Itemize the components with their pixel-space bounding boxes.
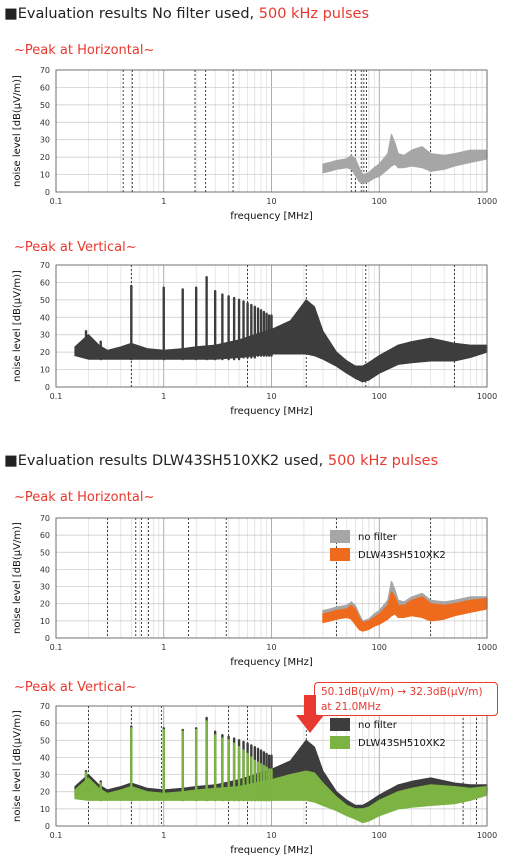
y-tick-label: 40 — [40, 565, 50, 574]
y-tick-label: 30 — [40, 583, 50, 592]
y-tick-label: 60 — [40, 278, 50, 287]
x-tick-label: 10 — [266, 831, 276, 840]
plot-frame — [55, 264, 488, 388]
x-axis-label: frequency [MHz] — [230, 845, 313, 856]
x-tick-label: 100 — [372, 197, 387, 206]
y-axis-label: noise level [dB(μV/m)] — [12, 710, 23, 822]
x-tick-label: 10 — [266, 643, 276, 652]
legend-swatch — [330, 736, 350, 749]
x-tick-label: 1 — [161, 392, 166, 401]
section-title-highlight: 500 kHz pulses — [258, 6, 370, 22]
x-axis-label: frequency [MHz] — [230, 211, 313, 222]
annotation-line-1: 50.1dB(μV/m) → 32.3dB(μV/m) — [321, 686, 483, 698]
x-tick-label: 100 — [372, 831, 387, 840]
y-axis-label: noise level [dB(μV/m)] — [12, 75, 23, 187]
x-tick-label: 1000 — [477, 392, 497, 401]
y-tick-label: 10 — [40, 805, 50, 814]
x-tick-label: 1000 — [477, 643, 497, 652]
y-tick-label: 40 — [40, 118, 50, 127]
y-tick-label: 30 — [40, 771, 50, 780]
series-band — [322, 133, 488, 184]
y-tick-label: 60 — [40, 531, 50, 540]
legend-label: DLW43SH510XK2 — [358, 550, 446, 561]
y-tick-label: 0 — [45, 822, 50, 831]
plot-frame — [55, 705, 488, 827]
y-tick-label: 40 — [40, 753, 50, 762]
chart-subtitle-vertical-2: ~Peak at Vertical~ — [14, 680, 137, 695]
x-tick-label: 10 — [266, 392, 276, 401]
legend-label: no filter — [358, 720, 398, 731]
section-title-prefix: ■Evaluation results No filter used, — [4, 6, 259, 22]
x-tick-label: 1000 — [477, 831, 497, 840]
y-tick-label: 10 — [40, 171, 50, 180]
y-tick-label: 0 — [45, 383, 50, 392]
x-tick-label: 0.1 — [50, 392, 63, 401]
y-tick-label: 50 — [40, 736, 50, 745]
plot-frame — [55, 517, 488, 639]
y-tick-label: 20 — [40, 788, 50, 797]
chart-vertical-no-filter: 0.1 1 10 100 1000 0 10 20 30 40 50 60 70 frequency [M… — [12, 261, 497, 417]
annotation-line-2: at 21.0MHz — [321, 701, 381, 713]
y-tick-label: 60 — [40, 719, 50, 728]
section-title-with-filter: ■Evaluation results DLW43SH510XK2 used, … — [4, 453, 438, 469]
section-title-no-filter: ■Evaluation results No filter used, 500 … — [4, 6, 369, 22]
y-axis-label: noise level [dB(μV/m)] — [12, 522, 23, 634]
legend-swatch — [330, 530, 350, 543]
legend-label: DLW43SH510XK2 — [358, 738, 446, 749]
y-tick-label: 70 — [40, 702, 50, 711]
x-tick-label: 0.1 — [50, 643, 63, 652]
x-tick-label: 100 — [372, 392, 387, 401]
x-tick-label: 1 — [161, 831, 166, 840]
y-tick-label: 30 — [40, 136, 50, 145]
annotation-callout: 50.1dB(μV/m) → 32.3dB(μV/m) at 21.0MHz — [314, 682, 498, 716]
annotation-arrow-icon — [296, 695, 324, 733]
section-title-prefix: ■Evaluation results DLW43SH510XK2 used, — [4, 453, 328, 469]
y-tick-label: 10 — [40, 617, 50, 626]
y-tick-label: 40 — [40, 313, 50, 322]
chart-subtitle-horizontal-2: ~Peak at Horizontal~ — [14, 490, 155, 505]
x-tick-label: 10 — [266, 197, 276, 206]
y-tick-label: 50 — [40, 548, 50, 557]
x-tick-label: 1 — [161, 643, 166, 652]
plot-frame — [55, 69, 488, 193]
x-tick-label: 0.1 — [50, 831, 63, 840]
chart-horizontal-no-filter: 0.1 1 10 100 1000 0 10 20 30 40 50 60 70 frequency [M… — [12, 66, 497, 222]
chart-subtitle-horizontal-1: ~Peak at Horizontal~ — [14, 43, 155, 58]
x-tick-label: 0.1 — [50, 197, 63, 206]
section-title-highlight: 500 kHz pulses — [327, 453, 439, 469]
legend-swatch — [330, 548, 350, 561]
y-tick-label: 70 — [40, 66, 50, 75]
y-tick-label: 20 — [40, 600, 50, 609]
y-tick-label: 10 — [40, 366, 50, 375]
y-tick-label: 30 — [40, 331, 50, 340]
y-tick-label: 70 — [40, 261, 50, 270]
y-tick-label: 60 — [40, 83, 50, 92]
y-tick-label: 20 — [40, 348, 50, 357]
y-tick-label: 0 — [45, 188, 50, 197]
y-tick-label: 0 — [45, 634, 50, 643]
legend-label: no filter — [358, 532, 398, 543]
chart-vertical-with-filter: 0.1 1 10 100 1000 0 10 20 30 40 50 60 70 frequency [M… — [12, 702, 497, 856]
chart-subtitle-vertical-1: ~Peak at Vertical~ — [14, 240, 137, 255]
y-tick-label: 70 — [40, 514, 50, 523]
y-axis-label: noise level [dB(μV/m)] — [12, 270, 23, 382]
y-tick-label: 50 — [40, 101, 50, 110]
x-axis-label: frequency [MHz] — [230, 406, 313, 417]
chart-horizontal-with-filter: 0.1 1 10 100 1000 0 10 20 30 40 50 60 70 frequency [M… — [12, 514, 497, 668]
legend-swatch — [330, 718, 350, 731]
x-tick-label: 1000 — [477, 197, 497, 206]
x-axis-label: frequency [MHz] — [230, 657, 313, 668]
x-tick-label: 1 — [161, 197, 166, 206]
x-tick-label: 100 — [372, 643, 387, 652]
y-tick-label: 20 — [40, 153, 50, 162]
y-tick-label: 50 — [40, 296, 50, 305]
series-band — [322, 591, 488, 632]
